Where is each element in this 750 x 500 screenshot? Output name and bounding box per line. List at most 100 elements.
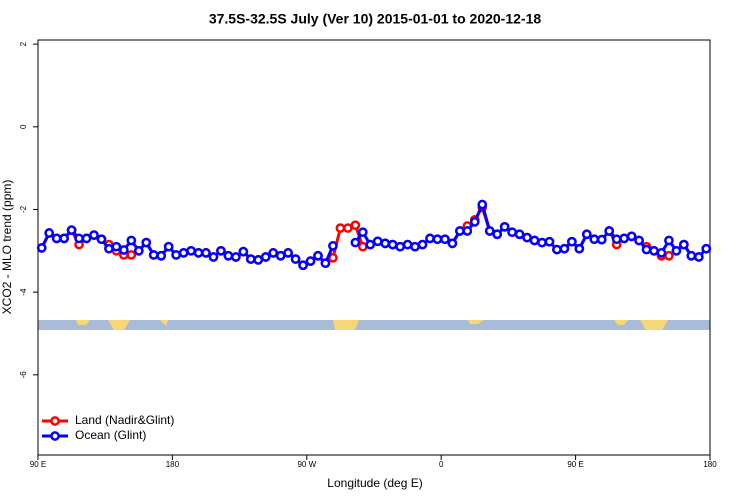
data-point (664, 250, 674, 261)
data-point (574, 243, 585, 254)
y-tick-label: -4 (19, 288, 28, 296)
data-point (268, 248, 279, 258)
data-point (89, 230, 99, 240)
data-point (44, 228, 55, 238)
data-point (664, 235, 674, 246)
data-point (74, 233, 84, 244)
data-point (679, 239, 689, 250)
data-point (567, 236, 577, 247)
data-point (641, 244, 652, 255)
data-point (380, 238, 391, 249)
data-point (231, 252, 241, 262)
data-point (186, 245, 196, 256)
data-point (350, 237, 361, 248)
x-tick-label: 180 (703, 460, 717, 469)
data-point (126, 250, 137, 260)
data-point (357, 227, 368, 238)
data-point (701, 243, 712, 254)
y-tick-label: 0 (19, 124, 28, 129)
data-point (320, 258, 331, 269)
data-point (238, 246, 249, 257)
data-point (686, 250, 697, 261)
data-point (544, 236, 555, 247)
data-point (328, 240, 338, 251)
data-point (66, 225, 77, 235)
data-point (245, 254, 256, 264)
data-point (402, 239, 413, 250)
data-point (447, 238, 458, 249)
data-point (372, 236, 383, 247)
data-point (693, 252, 704, 262)
data-point (395, 241, 405, 252)
data-point (51, 233, 62, 244)
data-point (350, 220, 361, 231)
map-strip (38, 320, 710, 330)
x-tick-label: 180 (166, 460, 180, 469)
data-point (298, 260, 308, 271)
data-point (656, 248, 667, 258)
data-point (126, 235, 137, 246)
data-point (104, 243, 114, 254)
data-point (208, 252, 219, 262)
data-point (343, 223, 353, 233)
data-point (484, 226, 495, 236)
data-point (522, 232, 532, 243)
data-point (193, 248, 204, 258)
data-point (178, 248, 189, 258)
data-point (604, 226, 615, 236)
data-point (440, 234, 450, 245)
data-point (81, 233, 92, 244)
y-tick-label: -6 (19, 371, 28, 379)
series (36, 202, 712, 271)
data-point (507, 227, 517, 238)
data-point (133, 245, 144, 256)
data-point (305, 256, 316, 266)
legend: Land (Nadir&Glint)Ocean (Glint) (42, 413, 174, 442)
y-axis-label: XCO2 - MLO trend (ppm) (0, 180, 14, 315)
data-point (581, 229, 592, 240)
chart-title: 37.5S-32.5S July (Ver 10) 2015-01-01 to … (209, 11, 542, 27)
data-point (499, 221, 510, 232)
legend-label: Ocean (Glint) (75, 428, 146, 442)
data-point (216, 245, 226, 256)
legend-label: Land (Nadir&Glint) (75, 413, 174, 427)
data-point (537, 237, 547, 248)
data-point (59, 233, 69, 244)
data-point (223, 250, 234, 261)
y-tick-label: 2 (19, 41, 28, 46)
data-point (148, 250, 159, 260)
data-point (611, 234, 622, 245)
data-point (410, 241, 420, 252)
data-point (253, 255, 264, 265)
data-point (96, 234, 107, 245)
data-point (283, 248, 293, 258)
series (36, 199, 712, 271)
data-point (529, 235, 540, 246)
data-point (417, 239, 428, 250)
data-point (671, 245, 682, 256)
data-point (469, 217, 480, 227)
data-point (156, 250, 167, 261)
x-tick-label: 90 E (30, 460, 46, 469)
x-tick-label: 90 E (567, 460, 583, 469)
data-point (365, 239, 376, 250)
data-point (335, 223, 346, 233)
data-point (649, 245, 659, 256)
x-tick-label: 90 W (297, 460, 316, 469)
data-point (290, 254, 301, 264)
data-point (477, 199, 488, 210)
data-point (634, 235, 644, 246)
data-point (201, 248, 211, 258)
series-line (40, 203, 708, 268)
data-point (514, 229, 525, 240)
data-point (552, 244, 562, 255)
data-point (387, 239, 398, 250)
data-point (36, 243, 47, 253)
data-point (260, 252, 271, 262)
y-tick-label: -2 (19, 205, 28, 213)
data-point (589, 234, 600, 245)
data-point (111, 241, 122, 252)
data-point (357, 241, 368, 252)
data-point (141, 237, 152, 248)
